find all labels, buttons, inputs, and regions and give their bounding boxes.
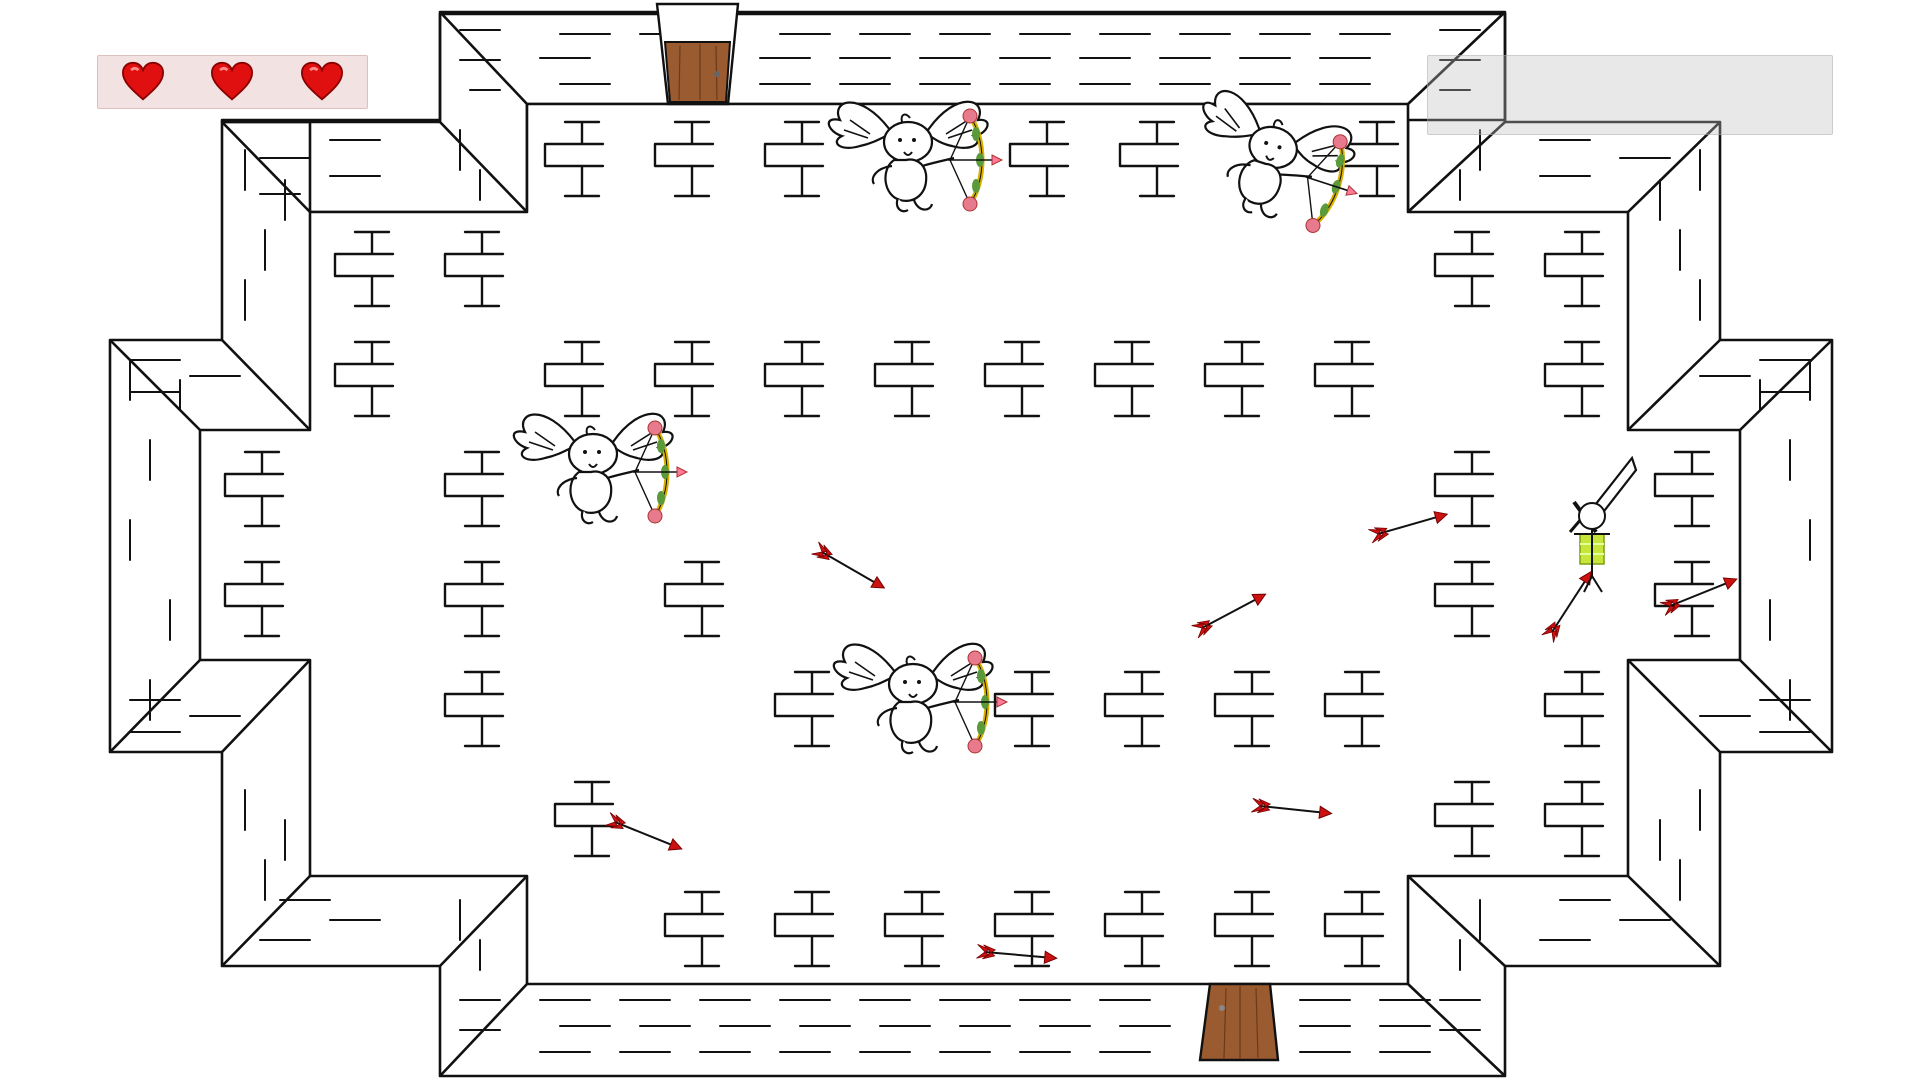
- info-panel-text: [1428, 56, 1832, 68]
- heart-icon: [121, 61, 164, 101]
- door-top[interactable]: [655, 2, 740, 106]
- wall-brick-texture: [129, 29, 1811, 1053]
- door-bottom[interactable]: [1198, 982, 1280, 1062]
- info-panel: [1427, 55, 1833, 135]
- heart-icon: [301, 61, 344, 101]
- health-hearts: [97, 55, 368, 109]
- dungeon-walls: [108, 10, 1834, 1078]
- heart-icon: [211, 61, 254, 101]
- player-stick-figure-icon: [1568, 455, 1638, 593]
